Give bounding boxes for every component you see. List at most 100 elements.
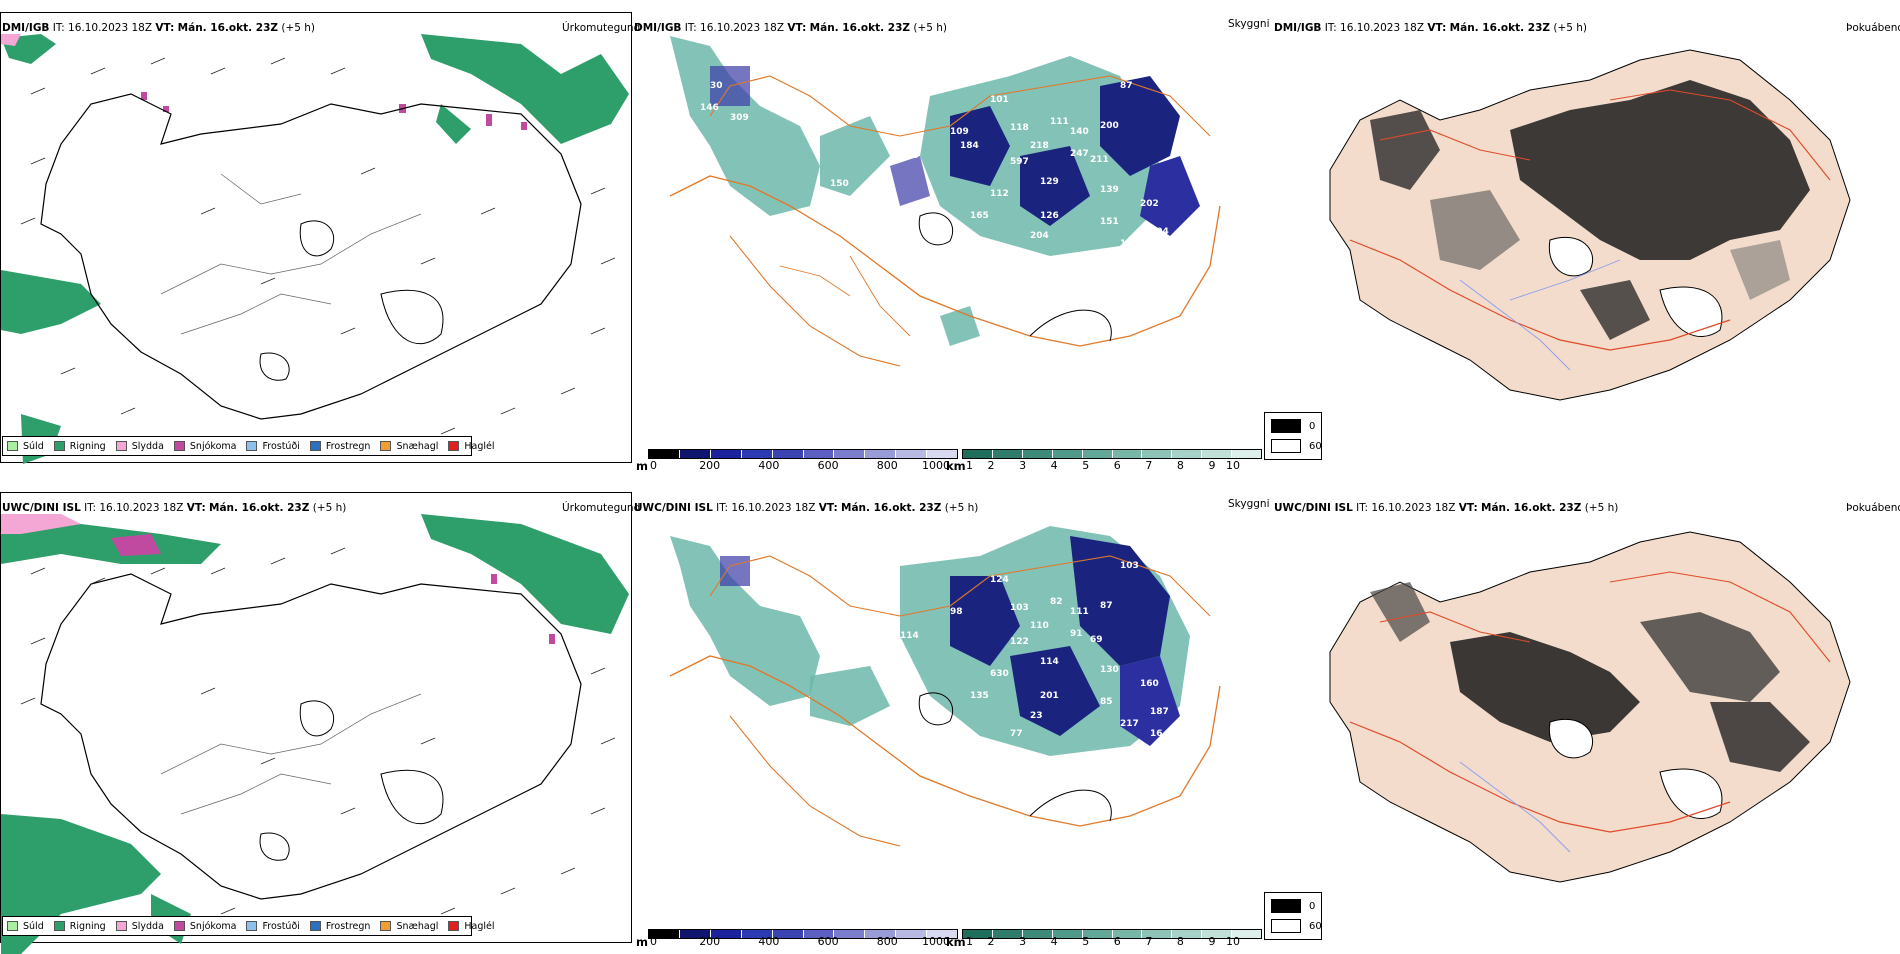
colorbar-tick: 400 [758, 935, 780, 948]
ceiling-value: 124 [990, 575, 1009, 585]
ceiling-value: 211 [1090, 155, 1109, 165]
colorbar-tick: 200 [699, 459, 721, 472]
legend-item: Slydda [115, 440, 164, 452]
ceiling-value: 77 [1010, 729, 1023, 739]
colorbar-tick: 4 [1050, 935, 1058, 948]
vt-label: VT: [787, 22, 807, 34]
colorbar-tick: 1000 [922, 935, 950, 948]
ceiling-value: 103 [1120, 561, 1139, 571]
ceiling-value: 91 [1070, 629, 1083, 639]
ceiling-value: 16 [1150, 729, 1163, 739]
ceiling-value: 114 [900, 631, 919, 641]
legend-label: Rigning [69, 440, 106, 452]
colorbar-tick: 0 [650, 459, 657, 472]
ceiling-value: 87 [1100, 601, 1113, 611]
ceiling-value: 135 [970, 691, 989, 701]
ceiling-value: 630 [990, 669, 1009, 679]
it-label: IT: [84, 502, 97, 514]
ceiling-value: 146 [700, 103, 719, 113]
legend-label: Slydda [131, 920, 164, 932]
fog-legend: 0 60 [1264, 412, 1322, 460]
ceiling-value: 187 [1150, 707, 1169, 717]
ceiling-value: 200 [1100, 121, 1119, 131]
ceiling-value: 304 [1150, 227, 1169, 237]
legend-label: Snæhagl [396, 440, 439, 452]
swatch [246, 921, 258, 931]
legend-label: Slydda [131, 440, 164, 452]
ceiling-colorbar [648, 929, 958, 939]
fog-legend-row: 60 [1271, 439, 1322, 453]
colorbar-tick: 800 [876, 935, 898, 948]
ceiling-value: 309 [730, 113, 749, 123]
swatch [53, 441, 65, 451]
it-label: IT: [716, 502, 729, 514]
colorbar-tick: 1 [966, 935, 973, 948]
ceiling-value: 130 [1100, 665, 1119, 675]
ceiling-value: 160 [1140, 679, 1159, 689]
swatch [309, 921, 321, 931]
ceiling-value: 85 [1100, 697, 1113, 707]
precip-type-panel [0, 12, 632, 463]
panel-title-fog: Þokuábendi [1846, 22, 1900, 34]
vt-label: VT: [155, 22, 175, 34]
ceiling-value: 597 [1010, 157, 1029, 167]
it-label: IT: [1324, 22, 1337, 34]
model-name: DMI/IGB [634, 22, 682, 34]
ceiling-value: 69 [1090, 635, 1103, 645]
fog-legend-row: 0 [1271, 419, 1315, 433]
ceiling-value: 98 [950, 607, 963, 617]
legend-label: Súld [23, 920, 44, 932]
colorbar-tick: 7 [1145, 935, 1153, 948]
legend-label: Frostregn [325, 920, 371, 932]
colorbar-tick: 4 [1050, 459, 1058, 472]
fog-map [1329, 531, 1851, 883]
ceiling-value: 201 [1040, 691, 1059, 701]
colorbar-tick: 800 [876, 459, 898, 472]
colorbar-tick: 5 [1082, 935, 1090, 948]
it-value: 16.10.2023 18Z [68, 22, 153, 34]
fog-legend-row: 0 [1271, 899, 1315, 913]
swatch [7, 441, 18, 451]
ceiling-value: 184 [960, 141, 979, 151]
legend-label: Frostúði [262, 920, 300, 932]
fog-legend-value: 0 [1309, 420, 1316, 432]
colorbar-tick: 6 [1113, 459, 1121, 472]
fog-legend-row: 60 [1271, 919, 1322, 933]
legend-item: Frostúði [246, 441, 300, 452]
legend-label: Rigning [69, 920, 106, 932]
legend-label: Súld [23, 440, 44, 452]
ceiling-value: 126 [1040, 211, 1059, 221]
ceiling-value: 87 [1120, 81, 1133, 91]
it-value: 16.10.2023 18Z [700, 22, 785, 34]
lead-time: (+5 h) [1584, 502, 1619, 514]
colorbar-tick: 3 [1019, 935, 1027, 948]
swatch [309, 441, 321, 451]
panel-title-visibility: Skyggni [1228, 498, 1270, 510]
ceiling-value: 218 [1030, 141, 1049, 151]
precip-legend: Súld Rigning Slydda Snjókoma Frostúði Fr… [2, 916, 495, 936]
vt-label: VT: [1427, 22, 1447, 34]
visibility-colorbar [962, 449, 1262, 459]
ceiling-value: 23 [1030, 711, 1043, 721]
colorbar-tick: 400 [758, 459, 780, 472]
colorbar-tick: 9 [1208, 935, 1216, 948]
ceiling-value: 204 [1030, 231, 1049, 241]
model-name: UWC/DINI ISL [1274, 502, 1353, 514]
vt-value: Mán. 16.okt. 23Z [209, 502, 310, 514]
ceiling-value: 82 [1050, 597, 1063, 607]
ceiling-value: 111 [1050, 117, 1069, 127]
ceiling-value: 30 [710, 81, 723, 91]
ceiling-value: 145 [900, 151, 919, 161]
swatch [115, 921, 127, 931]
ceiling-unit: m [636, 935, 648, 949]
vt-value: Mán. 16.okt. 23Z [1449, 22, 1550, 34]
it-value: 16.10.2023 18Z [99, 502, 184, 514]
colorbar-tick: 8 [1176, 459, 1184, 472]
ceiling-value: 140 [1070, 127, 1089, 137]
lead-time: (+5 h) [944, 502, 979, 514]
swatch [448, 441, 460, 451]
ceiling-values: 115 103 124 103 82 111 87 98 110 91 69 122 114 630 135… [900, 537, 1169, 739]
precip-legend: Súld Rigning Slydda Snjókoma Frostúði Fr… [2, 436, 495, 456]
swatch [1271, 439, 1301, 453]
